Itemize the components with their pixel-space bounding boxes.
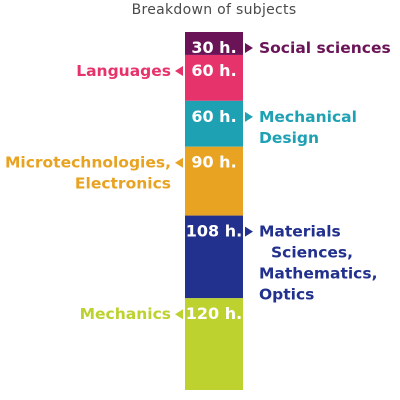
pointer-arrow-icon — [245, 43, 253, 53]
segment-value-label: 60 h. — [191, 61, 236, 80]
segment-value-label: 60 h. — [191, 107, 236, 126]
category-label-languages: Languages — [76, 62, 171, 80]
segment-value-label: 120 h. — [186, 304, 242, 323]
segment-value-label: 30 h. — [191, 38, 236, 57]
category-label-microtechnologies-electronics: Microtechnologies, Electronics — [5, 154, 171, 193]
bar-segment-microtechnologies-electronics — [185, 146, 243, 216]
segment-value-label: 108 h. — [186, 222, 242, 241]
pointer-arrow-icon — [175, 309, 183, 320]
segment-value-label: 90 h. — [191, 153, 236, 172]
category-label-social-sciences: Social sciences — [259, 39, 391, 57]
category-label-mechanical-design: Mechanical Design — [259, 108, 357, 147]
bar-segment-materials-sciences-mathematics-optics — [185, 215, 243, 299]
bar-segment-languages — [185, 54, 243, 101]
pointer-arrow-icon — [245, 111, 253, 122]
bar-segment-mechanics — [185, 298, 243, 390]
bar-segment-mechanical-design — [185, 100, 243, 147]
pointer-arrow-icon — [245, 226, 253, 237]
pointer-arrow-icon — [175, 65, 183, 76]
bar-segment-social-sciences — [185, 32, 243, 55]
category-label-materials-sciences-mathematics-optics: Materials Sciences, Mathematics, Optics — [259, 223, 377, 304]
category-label-mechanics: Mechanics — [80, 305, 171, 323]
pointer-arrow-icon — [175, 157, 183, 168]
chart-title: Breakdown of subjects — [131, 2, 297, 18]
